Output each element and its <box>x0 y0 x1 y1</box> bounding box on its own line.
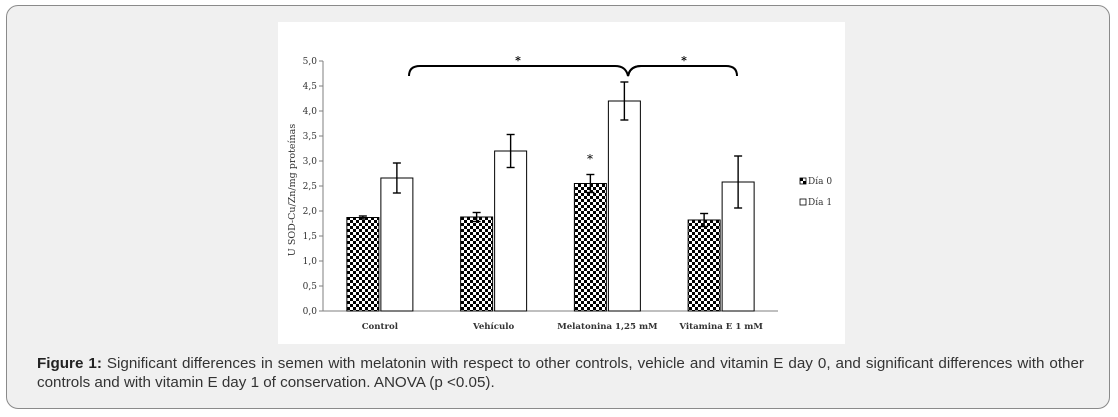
figure-caption: Figure 1: Significant differences in sem… <box>37 354 1084 392</box>
x-tick-label: Vitamina E 1 mM <box>678 322 763 332</box>
chart-panel: 0,0 0,5 1,0 1,5 2,0 2,5 3,0 3,5 4,0 4,5 5,0 Contro… <box>278 22 845 344</box>
legend-swatch-dia1 <box>799 198 807 206</box>
bar-dia1-2 <box>607 100 641 312</box>
caption-label: Figure 1: <box>37 355 102 372</box>
caption-text: Significant differences in semen with me… <box>37 355 1084 391</box>
y-tick-label: 2,5 <box>303 182 318 192</box>
significance-bracket-right <box>627 65 738 77</box>
bar-dia1-1 <box>494 150 528 312</box>
x-axis-labels: Control Vehículo Melatonina 1,25 mM Vitamin… <box>362 321 764 332</box>
bracket-right-star: * <box>681 54 687 67</box>
y-tick-label: 1,0 <box>303 257 318 267</box>
significance-bracket-left <box>408 65 642 77</box>
y-axis-label: U SOD-Cu/Zn/mg proteínas <box>287 124 298 257</box>
bar-dia0-3 <box>687 219 721 312</box>
error-bars <box>358 81 743 228</box>
bracket-left-star: * <box>515 54 521 67</box>
y-tick-label: 0,5 <box>303 282 318 292</box>
x-tick-label: Vehículo <box>472 321 515 332</box>
y-tick-label: 5,0 <box>303 57 318 67</box>
bar-dia0-1 <box>460 216 494 312</box>
x-tick-label: Melatonina 1,25 mM <box>557 322 658 332</box>
y-tick-label: 4,0 <box>303 107 318 117</box>
y-tick-label: 2,0 <box>303 207 318 217</box>
y-tick-label: 3,5 <box>303 132 318 142</box>
legend-swatch-dia0 <box>799 177 807 185</box>
legend-label-dia0: Día 0 <box>808 176 832 187</box>
legend-label-dia1: Día 1 <box>808 197 832 208</box>
y-tick-label: 3,0 <box>303 157 318 167</box>
bars <box>346 100 755 312</box>
x-tick-label: Control <box>362 322 399 332</box>
bar-dia0-0 <box>346 217 380 312</box>
bar-chart: 0,0 0,5 1,0 1,5 2,0 2,5 3,0 3,5 4,0 4,5 5,0 Contro… <box>287 54 832 332</box>
y-tick-label: 4,5 <box>303 82 318 92</box>
melatonin-day0-star: * <box>587 152 593 166</box>
legend: Día 0 Día 1 <box>799 176 832 208</box>
bar-dia0-2 <box>573 183 607 312</box>
bar-dia1-0 <box>380 177 414 312</box>
y-tick-label: 1,5 <box>303 232 318 242</box>
bar-dia1-3 <box>721 181 755 312</box>
y-tick-label: 0,0 <box>303 307 318 317</box>
